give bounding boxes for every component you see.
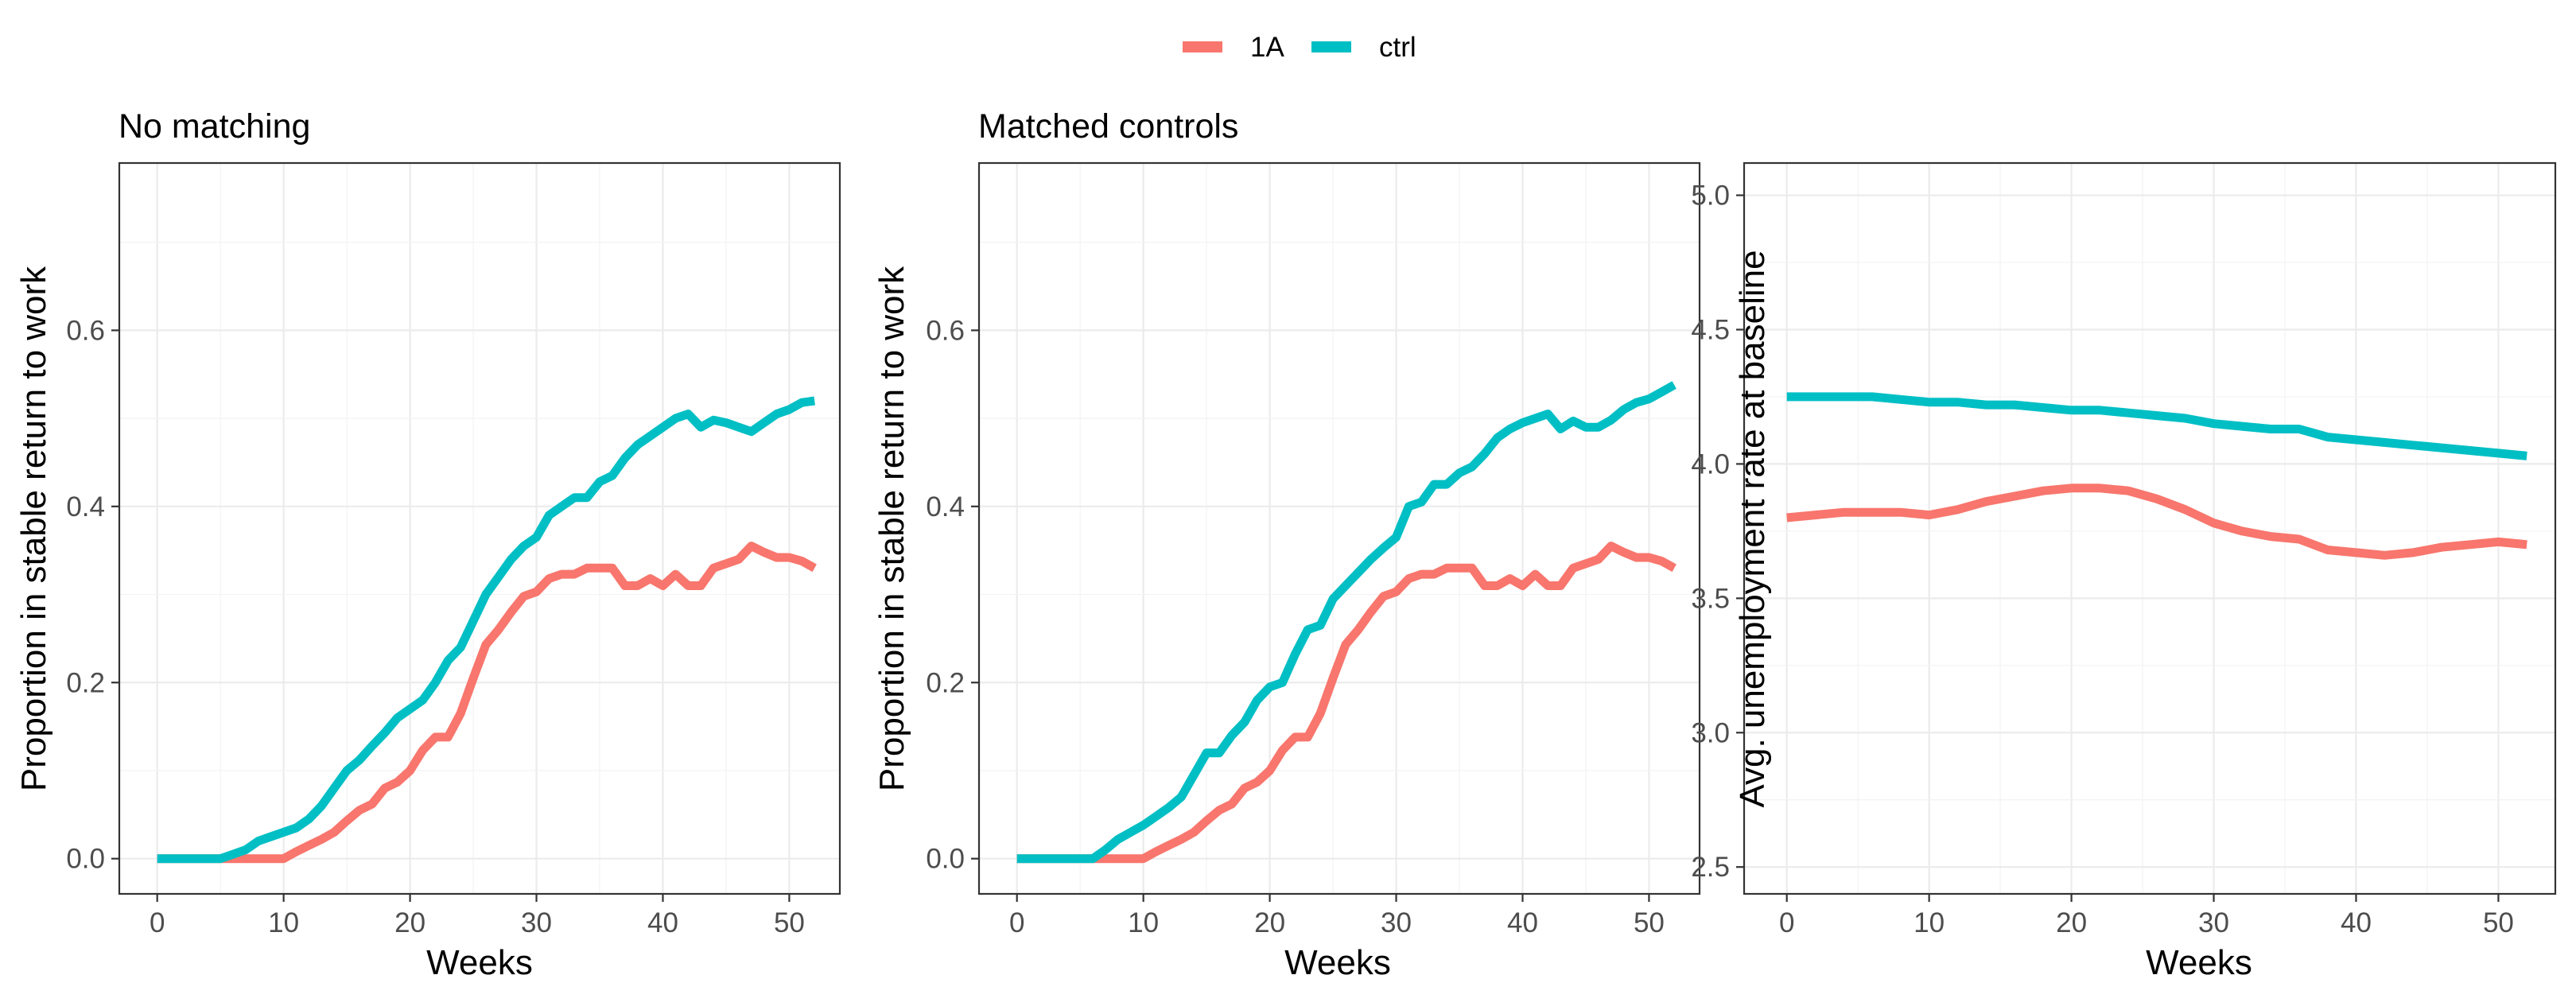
x-tick-label: 50 bbox=[1634, 907, 1665, 938]
x-tick-label: 20 bbox=[394, 907, 425, 938]
series-line-1a bbox=[157, 542, 817, 864]
x-tick-label: 40 bbox=[647, 907, 678, 938]
plot-area: 0 10 20 30 40 50 2.5 3.0 3.5 4.0 4.5 5.0 bbox=[1691, 161, 2557, 938]
legend-item-ctrl: ctrl bbox=[1311, 32, 1416, 63]
panel-title: Matched controls bbox=[978, 107, 1238, 146]
y-tick-label: 0.6 bbox=[926, 315, 965, 346]
x-tick-label: 20 bbox=[2056, 907, 2087, 938]
x-tick-label: 40 bbox=[2341, 907, 2372, 938]
x-axis-title: Weeks bbox=[1284, 943, 1391, 982]
x-tick-label: 50 bbox=[2483, 907, 2514, 938]
plot-area: 0 10 20 30 40 50 0.0 0.2 0.4 0.6 bbox=[926, 161, 1701, 938]
x-axis-title: Weeks bbox=[426, 943, 533, 982]
x-tick-label: 0 bbox=[1779, 907, 1794, 938]
panel-no-matching: No matching 0 10 20 30 40 50 0.0 0.2 0.4 0.6 Week… bbox=[14, 107, 841, 982]
y-axis-title: Avg. unemployment rate at baseline bbox=[1733, 250, 1772, 807]
panel-unemployment-rate: 0 10 20 30 40 50 2.5 3.0 3.5 4.0 4.5 5.0 Weeks Avg.… bbox=[1691, 161, 2557, 982]
x-tick-label: 0 bbox=[1009, 907, 1024, 938]
panel-background bbox=[1744, 163, 2555, 894]
x-tick-label: 30 bbox=[2198, 907, 2229, 938]
x-tick-label: 10 bbox=[1914, 907, 1945, 938]
y-tick-label: 4.0 bbox=[1691, 449, 1730, 480]
panel-background bbox=[979, 163, 1700, 894]
y-axis-title: Proportion in stable return to work bbox=[14, 266, 53, 791]
y-tick-label: 0.0 bbox=[926, 844, 965, 875]
y-tick-label: 3.0 bbox=[1691, 717, 1730, 748]
x-tick-label: 0 bbox=[150, 907, 165, 938]
series-line-ctrl bbox=[1016, 381, 1677, 864]
series-line-1a bbox=[1786, 484, 2527, 560]
series-line-1a bbox=[1016, 542, 1677, 864]
y-tick-label: 0.4 bbox=[66, 491, 105, 522]
panel-border bbox=[1743, 161, 2557, 895]
legend: 1A ctrl bbox=[1183, 32, 1416, 63]
plot-area: 0 10 20 30 40 50 0.0 0.2 0.4 0.6 bbox=[66, 161, 841, 938]
y-tick-label: 0.4 bbox=[926, 491, 965, 522]
y-axis-title: Proportion in stable return to work bbox=[872, 266, 911, 791]
y-tick-label: 2.5 bbox=[1691, 852, 1730, 883]
panel-matched-controls: Matched controls 0 10 20 30 40 50 0.0 0.2 0.4 0.6… bbox=[872, 107, 1701, 982]
x-tick-label: 20 bbox=[1254, 907, 1285, 938]
legend-label-1a: 1A bbox=[1250, 32, 1284, 63]
legend-label-ctrl: ctrl bbox=[1379, 32, 1416, 63]
panel-border bbox=[977, 161, 1701, 895]
x-tick-label: 10 bbox=[1128, 907, 1159, 938]
y-tick-label: 4.5 bbox=[1691, 314, 1730, 345]
y-tick-label: 3.5 bbox=[1691, 583, 1730, 614]
panel-title: No matching bbox=[119, 107, 310, 146]
y-tick-label: 0.0 bbox=[66, 844, 105, 875]
x-tick-label: 30 bbox=[1381, 907, 1412, 938]
x-tick-label: 50 bbox=[774, 907, 805, 938]
series-line-ctrl bbox=[1786, 392, 2527, 460]
legend-item-1a: 1A bbox=[1183, 32, 1284, 63]
panel-border bbox=[118, 161, 841, 895]
y-tick-label: 0.2 bbox=[66, 667, 105, 698]
y-tick-label: 0.2 bbox=[926, 667, 965, 698]
x-tick-label: 30 bbox=[521, 907, 552, 938]
y-tick-label: 5.0 bbox=[1691, 181, 1730, 212]
series-line-ctrl bbox=[157, 396, 815, 864]
x-tick-label: 10 bbox=[268, 907, 299, 938]
x-axis-title: Weeks bbox=[2146, 943, 2252, 982]
x-tick-label: 40 bbox=[1507, 907, 1538, 938]
panel-background bbox=[119, 163, 840, 894]
y-tick-label: 0.6 bbox=[66, 315, 105, 346]
